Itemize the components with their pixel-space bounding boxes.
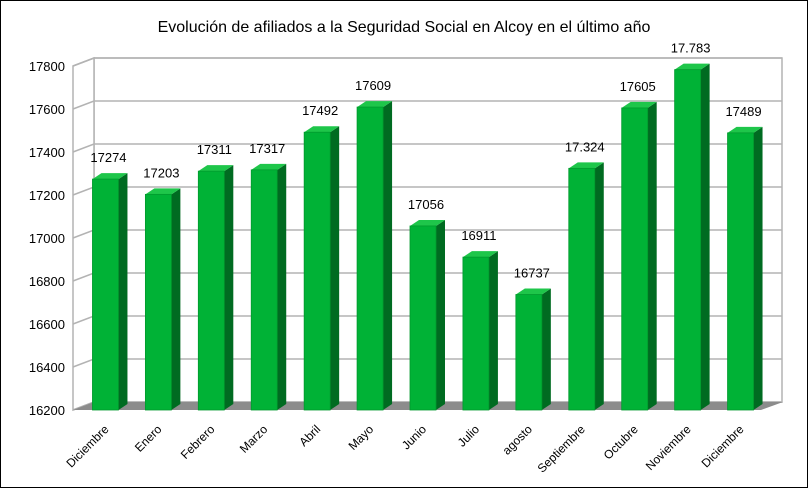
- bar: [727, 132, 754, 411]
- gridline: [72, 57, 782, 67]
- bar-top: [92, 173, 128, 180]
- data-label: 17203: [143, 165, 179, 180]
- gridline: [72, 143, 782, 153]
- bar-top: [462, 251, 498, 258]
- y-tick-label: 17000: [29, 231, 65, 246]
- bar-side: [277, 163, 287, 410]
- x-tick-label: Noviembre: [643, 422, 694, 473]
- y-tick-label: 17600: [29, 102, 65, 117]
- bar-side: [594, 162, 604, 410]
- bar: [356, 106, 384, 411]
- data-label: 16911: [461, 228, 496, 243]
- bar-side: [700, 63, 710, 410]
- bar-side: [436, 219, 445, 410]
- bar-side: [753, 126, 763, 411]
- y-tick-label: 16600: [29, 317, 65, 332]
- bar: [568, 167, 596, 411]
- y-tick-label: 16400: [29, 360, 65, 375]
- gridline: [72, 100, 782, 110]
- chart-title: Evolución de afiliados a la Seguridad So…: [157, 19, 651, 36]
- data-label: 17609: [355, 78, 391, 93]
- data-label: 17605: [620, 79, 656, 94]
- x-tick-label: Diciembre: [63, 422, 111, 470]
- x-tick-label: Diciembre: [699, 422, 747, 470]
- y-tick-label: 17800: [29, 59, 65, 74]
- y-tick-label: 17200: [29, 188, 65, 203]
- bar: [250, 169, 278, 411]
- bar: [674, 69, 702, 411]
- y-tick-label: 16800: [29, 274, 65, 289]
- bar-top: [251, 163, 287, 170]
- x-tick-label: Enero: [132, 422, 165, 455]
- data-label: 17492: [302, 103, 338, 118]
- bar-top: [674, 63, 710, 70]
- bar: [144, 193, 172, 411]
- data-label: 17489: [725, 104, 761, 119]
- data-label: 17.324: [565, 139, 605, 154]
- bar-side: [224, 165, 234, 410]
- data-label: 17274: [90, 150, 126, 165]
- bar-top: [145, 188, 181, 195]
- bar: [621, 107, 649, 411]
- bar-top: [568, 162, 604, 169]
- bar-side: [541, 288, 551, 410]
- bar-side: [171, 188, 181, 410]
- bar-top: [410, 219, 445, 226]
- bar: [462, 256, 490, 411]
- bar-side: [647, 101, 657, 411]
- bar-top: [304, 126, 340, 133]
- x-tick-label: Octubre: [601, 422, 641, 462]
- data-label: 17317: [249, 141, 285, 156]
- x-tick-label: Mayo: [346, 422, 377, 453]
- bar: [303, 131, 331, 411]
- x-tick-label: agosto: [500, 422, 536, 458]
- bar-side: [488, 251, 498, 410]
- y-tick-label: 16200: [29, 403, 65, 418]
- y-tick-label: 17400: [29, 145, 65, 160]
- x-tick-label: Marzo: [237, 422, 271, 456]
- data-label: 17311: [197, 142, 232, 157]
- bar: [92, 178, 119, 411]
- bar-top: [727, 126, 763, 133]
- x-tick-label: Febrero: [178, 422, 218, 462]
- bar: [197, 170, 225, 411]
- bar: [409, 225, 437, 411]
- bar-side: [383, 101, 393, 410]
- bar-top: [198, 165, 234, 172]
- data-label: 17056: [408, 197, 444, 212]
- bar-top: [357, 101, 393, 108]
- bar-top: [621, 101, 657, 108]
- bar-side: [118, 173, 128, 410]
- x-tick-label: Septiembre: [535, 422, 589, 476]
- bar-top: [515, 288, 551, 295]
- data-label: 16737: [514, 266, 550, 281]
- bar: [515, 294, 543, 411]
- bar-side: [330, 126, 340, 410]
- x-tick-label: Julio: [455, 422, 483, 450]
- data-label: 17.783: [671, 41, 711, 56]
- x-tick-label: Junio: [399, 422, 429, 452]
- x-tick-label: Abril: [296, 422, 323, 449]
